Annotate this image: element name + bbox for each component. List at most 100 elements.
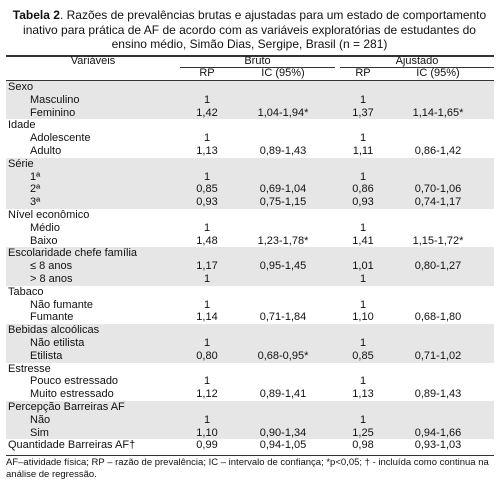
group-label: Tabaco — [8, 285, 44, 298]
cell-value: 0,98 — [352, 439, 374, 452]
title-label: Tabela 2 — [12, 8, 60, 22]
cell-value: 0,68-1,80 — [414, 311, 462, 324]
cell-value: 1 — [203, 375, 211, 388]
column-header: Bruto — [244, 55, 271, 67]
column-header: Ajustado — [395, 55, 439, 67]
cell-value: 1 — [203, 413, 211, 426]
cell-value: 0,94-1,66 — [414, 426, 462, 439]
cell-value: 1 — [203, 132, 211, 145]
cell-value: 0,93 — [352, 196, 374, 209]
group-label: Bebidas alcoólicas — [8, 324, 100, 337]
cell-value: 0,89-1,41 — [259, 388, 307, 401]
cell-value: 0,74-1,17 — [414, 196, 462, 209]
cell-value: 1,10 — [352, 311, 374, 324]
cell-value: 0,89-1,43 — [414, 388, 462, 401]
cell-value: 1,14 — [196, 311, 218, 324]
cell-value: 1,37 — [352, 106, 374, 119]
cell-value: 1 — [359, 170, 367, 183]
cell-value: 0,99 — [196, 439, 218, 452]
row-label: Sim — [30, 426, 49, 439]
row-label: Muito estressado — [30, 388, 114, 401]
rule — [6, 80, 494, 81]
cell-value: 0,86-1,42 — [414, 145, 462, 157]
cell-value: 1 — [359, 273, 367, 285]
row-label: Pouco estressado — [30, 375, 119, 388]
column-header: RP — [355, 67, 371, 79]
cell-value: 1 — [203, 298, 211, 311]
row-label: Feminino — [30, 106, 76, 119]
cell-value: 0,75-1,15 — [259, 196, 307, 209]
cell-value: 1 — [359, 413, 367, 426]
cell-value: 1,42 — [196, 106, 218, 119]
cell-value: 0,94-1,05 — [259, 439, 307, 452]
group-label: Nível econômico — [8, 209, 90, 221]
cell-value: 1,13 — [196, 145, 218, 157]
group-label: Percepção Barreiras AF — [8, 401, 125, 413]
row-label: Fumante — [30, 311, 74, 324]
cell-value: 1,25 — [352, 426, 374, 439]
cell-value: 1 — [359, 93, 367, 106]
rule — [6, 55, 494, 57]
title-text: . Razões de prevalências brutas e ajusta… — [23, 8, 487, 51]
row-label: Não — [30, 413, 51, 426]
cell-value: 1,13 — [352, 388, 374, 401]
cell-value: 1 — [203, 221, 211, 234]
group-label: Estresse — [8, 362, 51, 375]
group-label: Quantidade Barreiras AF† — [8, 439, 136, 452]
row-label: Não fumante — [30, 298, 93, 311]
group-shade — [6, 81, 494, 120]
cell-value: 0,69-1,04 — [259, 183, 307, 196]
cell-value: 1,12 — [196, 388, 218, 401]
cell-value: 1 — [359, 337, 367, 349]
row-label: ≤ 8 anos — [30, 260, 73, 273]
row-label: Adulto — [30, 145, 62, 157]
row-label: Baixo — [30, 234, 58, 247]
cell-value: 1 — [203, 170, 211, 183]
column-header: Variáveis — [70, 55, 116, 67]
rule — [180, 67, 335, 68]
cell-value: 1,23-1,78* — [257, 234, 309, 247]
cell-value: 0,86 — [352, 183, 374, 196]
cell-value: 1,41 — [352, 234, 374, 247]
cell-value: 0,93-1,03 — [414, 439, 462, 452]
table-title: Tabela 2. Razões de prevalências brutas … — [6, 8, 493, 52]
group-label: Sexo — [8, 81, 34, 93]
cell-value: 0,93 — [196, 196, 218, 209]
row-label: 3ª — [30, 196, 41, 209]
cell-value: 1 — [203, 273, 211, 285]
cell-value: 1 — [359, 375, 367, 388]
cell-value: 1 — [203, 337, 211, 349]
group-shade — [6, 401, 494, 440]
row-label: 1ª — [30, 170, 41, 183]
cell-value: 1 — [359, 221, 367, 234]
group-label: Série — [8, 157, 34, 170]
row-label: > 8 anos — [30, 273, 73, 285]
column-header: IC (95%) — [261, 67, 305, 79]
cell-value: 1,14-1,65* — [412, 106, 464, 119]
row-label: Etilista — [30, 349, 63, 362]
cell-value: 0,71-1,84 — [259, 311, 307, 324]
cell-value: 1 — [203, 93, 211, 106]
column-header: RP — [199, 67, 215, 79]
cell-value: 0,68-0,95* — [257, 349, 309, 362]
group-label: Escolaridade chefe família — [8, 247, 138, 260]
cell-value: 0,85 — [196, 183, 218, 196]
group-label: Idade — [8, 119, 36, 132]
cell-value: 1,48 — [196, 234, 218, 247]
cell-value: 1,15-1,72* — [412, 234, 464, 247]
cell-value: 1,04-1,94* — [257, 106, 309, 119]
cell-value: 0,89-1,43 — [259, 145, 307, 157]
cell-value: 0,80-1,27 — [414, 260, 462, 273]
row-label: Médio — [30, 221, 60, 234]
cell-value: 1,11 — [352, 145, 374, 157]
group-shade — [6, 247, 494, 286]
cell-value: 1,10 — [196, 426, 218, 439]
rule — [340, 67, 494, 68]
row-label: 2ª — [30, 183, 41, 196]
column-header: IC (95%) — [416, 67, 460, 79]
cell-value: 0,85 — [352, 349, 374, 362]
row-label: Adolescente — [30, 132, 91, 145]
row-label: Masculino — [30, 93, 80, 106]
cell-value: 0,95-1,45 — [259, 260, 307, 273]
